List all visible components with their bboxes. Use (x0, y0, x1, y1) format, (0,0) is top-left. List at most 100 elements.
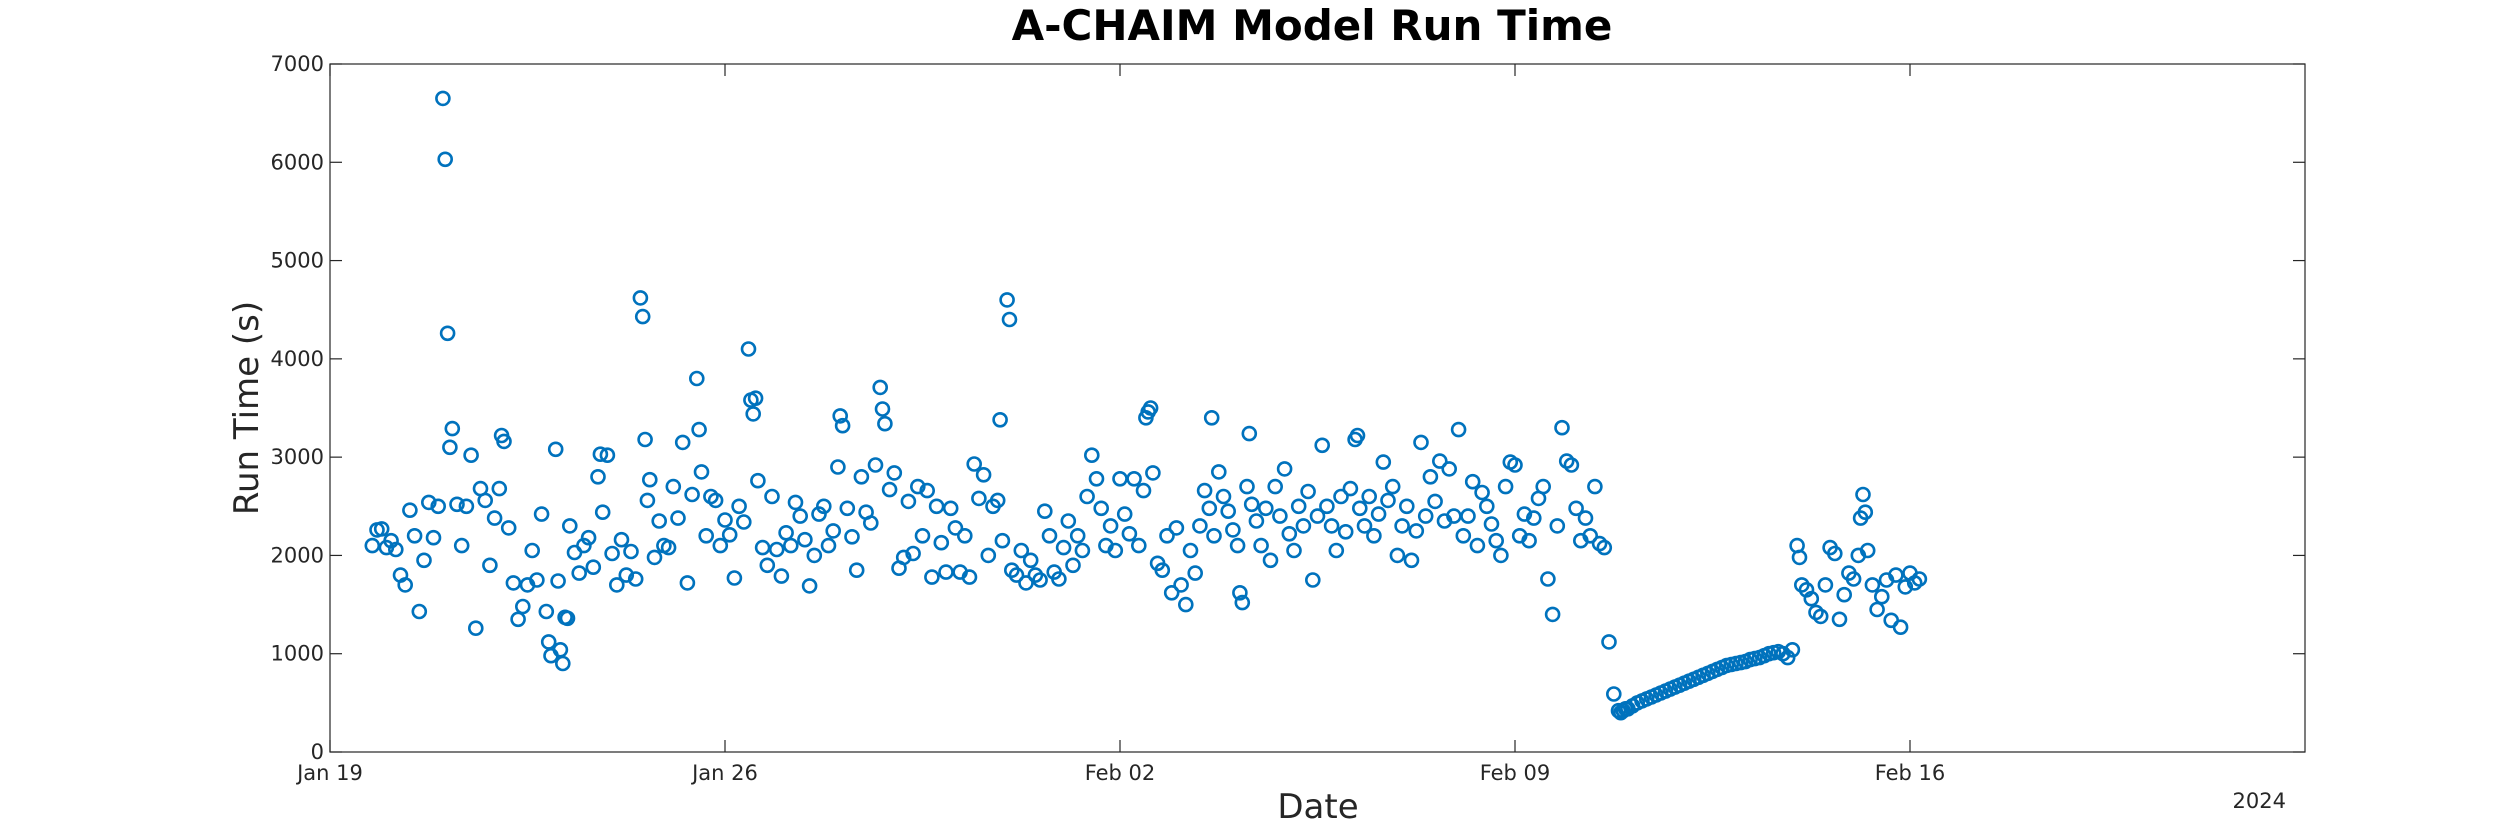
data-point (477, 492, 494, 509)
data-point (514, 598, 531, 615)
data-point (1060, 513, 1077, 529)
data-point (1276, 461, 1293, 477)
data-point (1892, 619, 1909, 636)
data-point (1469, 537, 1486, 554)
data-point (467, 620, 484, 637)
data-point (1116, 506, 1133, 522)
data-point (1361, 488, 1377, 505)
data-point (966, 456, 983, 472)
data-point (1126, 470, 1142, 487)
data-point (924, 569, 940, 585)
data-point (1507, 457, 1523, 473)
data-point (782, 537, 799, 554)
data-point (1182, 542, 1199, 559)
data-point (442, 439, 458, 456)
data-point (411, 603, 428, 620)
data-point (1168, 520, 1185, 536)
data-point (439, 325, 456, 342)
data-point (919, 482, 936, 499)
x-tick-label: Jan 26 (690, 761, 758, 785)
data-point (590, 468, 606, 485)
data-point (1102, 518, 1119, 534)
data-point (1248, 513, 1265, 529)
data-point (1032, 572, 1048, 588)
data-point (608, 577, 625, 593)
data-point (1408, 523, 1425, 539)
data-point (721, 526, 738, 543)
data-point (1241, 425, 1258, 442)
data-point (693, 464, 710, 480)
data-point (1479, 498, 1495, 515)
data-point (848, 562, 865, 579)
data-point (806, 547, 823, 564)
data-point (1577, 510, 1594, 526)
data-point (420, 494, 437, 511)
data-point (1380, 492, 1396, 509)
data-point (1243, 496, 1260, 513)
data-point (623, 543, 639, 560)
data-point (613, 531, 630, 548)
data-point (437, 151, 454, 168)
data-point (559, 610, 576, 627)
plot-area (329, 63, 2306, 753)
data-point (909, 478, 926, 495)
data-point (815, 498, 832, 515)
data-point (554, 655, 571, 672)
data-point (1897, 579, 1914, 595)
data-point (992, 411, 1008, 428)
data-point (1352, 500, 1368, 517)
data-point (571, 565, 588, 581)
data-point (1267, 478, 1283, 495)
data-point (975, 466, 992, 483)
data-point (1827, 545, 1843, 562)
data-point (1192, 518, 1208, 534)
x-tick-label: Jan 19 (295, 761, 363, 785)
data-point (1131, 537, 1147, 554)
data-point (1587, 478, 1603, 495)
data-point (1319, 498, 1335, 515)
data-point (1022, 552, 1039, 569)
data-point (1544, 606, 1561, 623)
data-point (688, 370, 705, 387)
data-point (754, 539, 771, 556)
data-point (486, 510, 503, 526)
data-point (1869, 601, 1885, 618)
data-point (759, 557, 776, 574)
data-point (627, 571, 644, 587)
data-point (585, 559, 602, 576)
data-point (764, 488, 780, 505)
data-point (1093, 500, 1109, 517)
data-point (1187, 565, 1203, 581)
data-point (900, 493, 917, 510)
data-point (1836, 586, 1852, 603)
data-point (1366, 527, 1382, 544)
data-point (641, 471, 658, 488)
data-point (1203, 409, 1220, 426)
data-point (1084, 447, 1100, 464)
data-point (1549, 518, 1566, 534)
x-tick-label: Feb 09 (1480, 761, 1551, 785)
data-point (1290, 498, 1307, 515)
data-point (1145, 465, 1161, 481)
data-point (1069, 527, 1086, 544)
data-point (825, 523, 842, 539)
data-point (1855, 486, 1871, 503)
data-point (1328, 542, 1345, 559)
data-point (1262, 552, 1279, 569)
data-point (547, 441, 564, 458)
data-point (691, 421, 707, 438)
data-point (1791, 549, 1808, 566)
data-point (717, 512, 733, 528)
data-point (1488, 532, 1504, 549)
data-point (1037, 503, 1053, 520)
data-point (1272, 508, 1288, 524)
data-point (364, 537, 381, 554)
data-point (1403, 552, 1420, 569)
data-point (980, 547, 997, 564)
data-point (1211, 464, 1227, 480)
data-point (698, 527, 715, 544)
y-tick-label: 3000 (271, 445, 324, 469)
data-point (684, 486, 700, 503)
data-point (1610, 702, 1627, 719)
data-point (1568, 500, 1584, 517)
